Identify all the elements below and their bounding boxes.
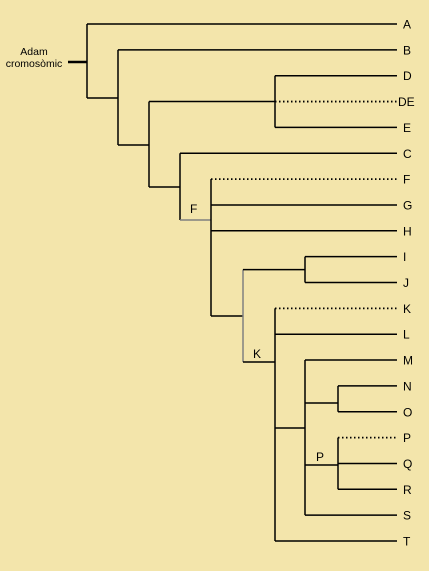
tip-label-e: E bbox=[403, 121, 411, 135]
tip-label-s: S bbox=[403, 509, 411, 523]
tip-label-n: N bbox=[403, 379, 412, 393]
node-label-k: K bbox=[253, 347, 261, 361]
tip-label-f: F bbox=[403, 173, 410, 187]
tip-label-q: Q bbox=[403, 457, 412, 471]
root-label-line1: Adam bbox=[20, 46, 48, 58]
tip-label-de: DE bbox=[398, 95, 415, 109]
tip-label-t: T bbox=[403, 535, 411, 549]
node-label-p: P bbox=[316, 450, 324, 464]
tip-label-i: I bbox=[403, 250, 406, 264]
tip-label-p: P bbox=[403, 431, 411, 445]
tip-label-r: R bbox=[403, 483, 412, 497]
tip-label-d: D bbox=[403, 69, 412, 83]
root-label: Adam cromosòmic bbox=[0, 46, 68, 70]
tip-label-m: M bbox=[403, 354, 413, 368]
root-label-line2: cromosòmic bbox=[5, 58, 63, 70]
tip-label-b: B bbox=[403, 43, 411, 57]
tip-label-c: C bbox=[403, 147, 412, 161]
tip-label-j: J bbox=[403, 276, 409, 290]
tip-label-h: H bbox=[403, 224, 412, 238]
tip-label-k: K bbox=[403, 302, 411, 316]
tip-label-a: A bbox=[403, 18, 411, 32]
tip-label-l: L bbox=[403, 328, 410, 342]
tree-edges bbox=[68, 23, 397, 542]
tip-label-o: O bbox=[403, 405, 412, 419]
tip-label-g: G bbox=[403, 198, 412, 212]
node-label-f: F bbox=[190, 202, 197, 216]
